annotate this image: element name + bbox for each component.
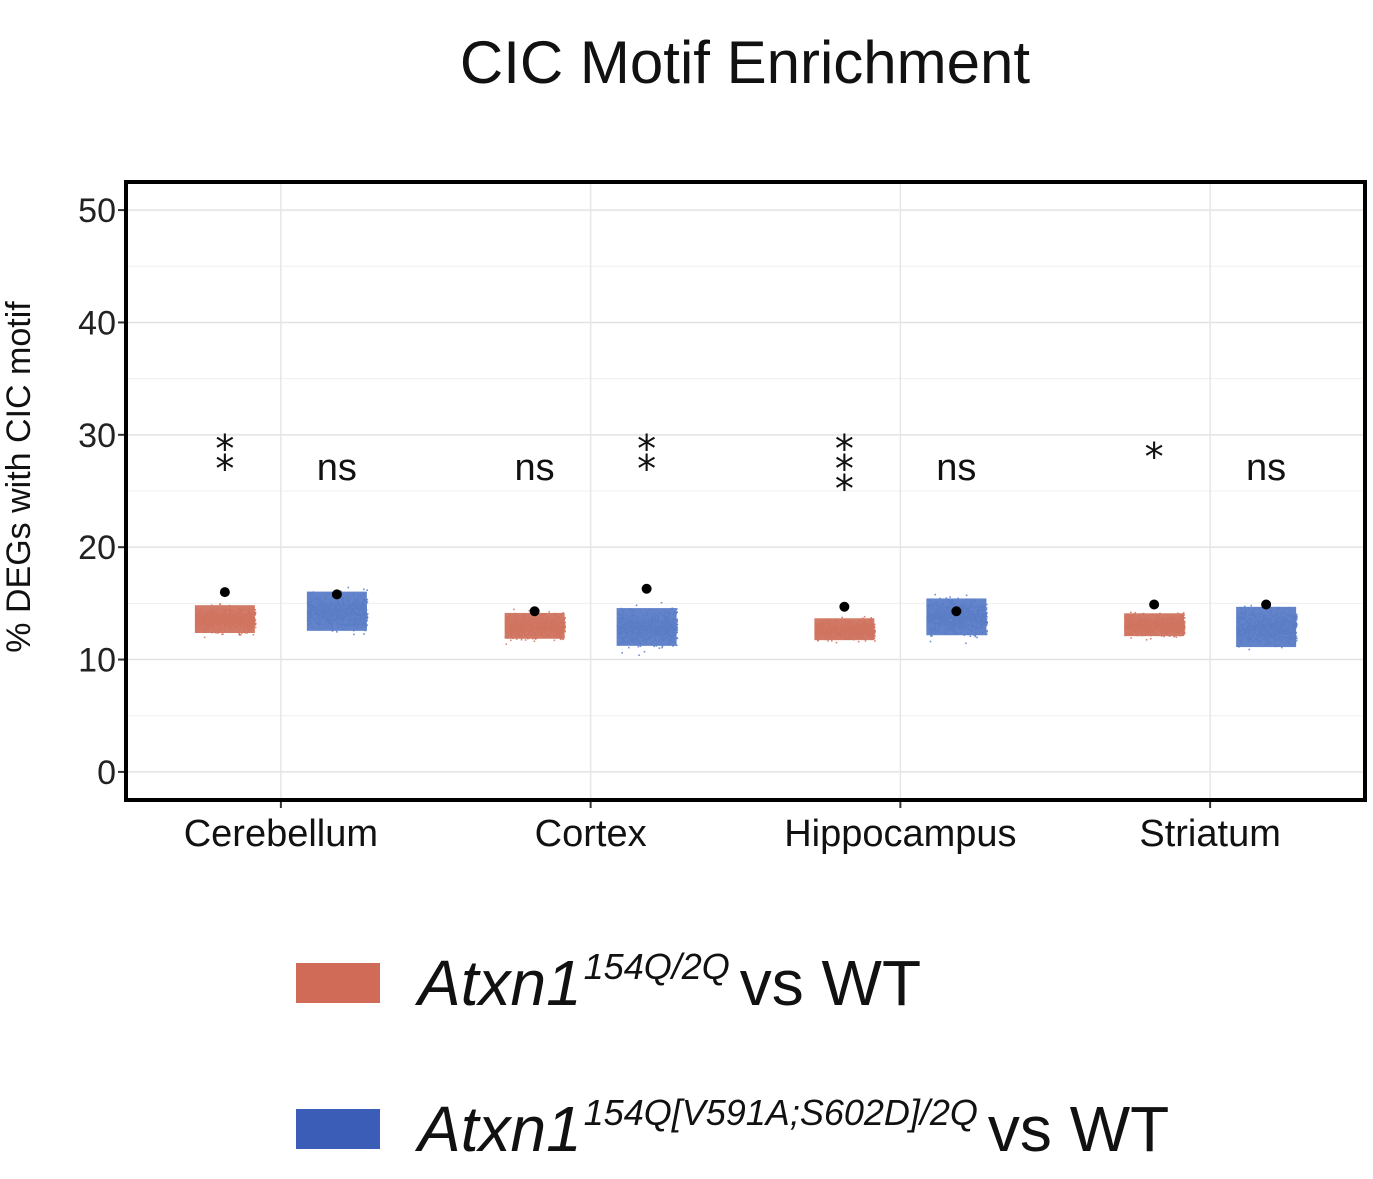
y-tick-label-10: 10 xyxy=(78,642,116,680)
observed-point-1-cortex xyxy=(529,606,540,617)
y-tick-label-40: 40 xyxy=(78,304,116,342)
y-axis-label: % DEGs with CIC motif xyxy=(0,301,38,653)
plot-frame xyxy=(124,180,1367,802)
observed-point-2-hippocampus xyxy=(951,606,962,617)
observed-point-2-cortex xyxy=(641,583,652,594)
observed-points xyxy=(219,583,1272,617)
null-cloud-1-cerebellum xyxy=(194,603,257,639)
significance-2-hippocampus: ns xyxy=(936,447,976,489)
null-cloud-1-cortex xyxy=(504,608,567,645)
legend-suffix-2: vs WT xyxy=(987,1093,1170,1165)
significance-2-cortex: ** xyxy=(637,427,656,491)
legend-gene-2: Atxn1 xyxy=(418,1093,582,1165)
observed-point-1-striatum xyxy=(1149,599,1160,610)
gridlines xyxy=(126,182,1365,800)
axes: 0 10 20 30 40 50 Cerebellum Cortex Hippocampus St… xyxy=(78,192,1281,855)
legend-suffix-1: vs WT xyxy=(739,947,922,1019)
null-cloud-2-striatum xyxy=(1236,602,1298,651)
legend-label-2: Atxn1154Q[V591A;S602D]/2Q vs WT xyxy=(418,1092,1169,1166)
null-cloud-2-cortex xyxy=(616,601,679,656)
y-tick-label-50: 50 xyxy=(78,192,116,230)
null-distribution-clouds xyxy=(194,586,1298,656)
observed-point-1-cerebellum xyxy=(219,587,230,598)
observed-point-2-striatum xyxy=(1261,599,1272,610)
null-cloud-1-hippocampus xyxy=(814,615,876,644)
legend-item-2: Atxn1154Q[V591A;S602D]/2Q vs WT xyxy=(296,1092,1169,1166)
legend-sup-1: 154Q/2Q xyxy=(583,946,730,987)
legend-sup-2: 154Q[V591A;S602D]/2Q xyxy=(583,1092,978,1133)
observed-point-1-hippocampus xyxy=(839,601,850,612)
significance-1-cortex: ns xyxy=(515,447,555,489)
significance-2-cerebellum: ns xyxy=(317,447,357,489)
legend-gene-1: Atxn1 xyxy=(418,947,582,1019)
legend-label-1: Atxn1154Q/2Q vs WT xyxy=(418,946,921,1020)
significance-1-striatum: * xyxy=(1145,435,1164,479)
y-tick-label-20: 20 xyxy=(78,529,116,567)
x-tick-label-hippocampus: Hippocampus xyxy=(784,813,1016,855)
y-tick-label-0: 0 xyxy=(97,754,116,792)
null-cloud-2-hippocampus xyxy=(926,593,988,645)
x-tick-label-cerebellum: Cerebellum xyxy=(184,813,378,855)
x-tick-label-striatum: Striatum xyxy=(1139,813,1280,855)
significance-2-striatum: ns xyxy=(1246,447,1286,489)
significance-labels: ** ns ****ns ** ns ns xyxy=(215,427,1286,511)
significance-1-cerebellum: ** xyxy=(215,427,234,491)
y-tick-label-30: 30 xyxy=(78,417,116,455)
significance-1-hippocampus: *** xyxy=(835,427,854,511)
x-tick-label-cortex: Cortex xyxy=(535,813,647,855)
legend-swatch-2 xyxy=(296,1109,380,1149)
chart-title: CIC Motif Enrichment xyxy=(459,29,1031,96)
observed-point-2-cerebellum xyxy=(331,589,342,600)
null-cloud-1-striatum xyxy=(1124,611,1186,641)
legend-item-1: Atxn1154Q/2Q vs WT xyxy=(296,946,921,1020)
legend-swatch-1 xyxy=(296,963,380,1003)
